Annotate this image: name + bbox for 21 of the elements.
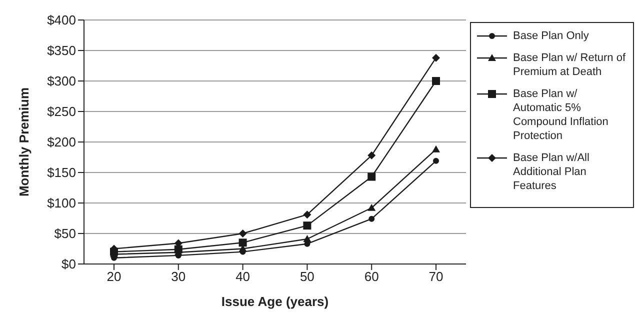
legend-label: Base Plan w/All Additional Plan Features xyxy=(513,151,590,193)
y-tick-label: $250 xyxy=(47,104,76,120)
x-tick-label: 70 xyxy=(428,269,444,284)
y-tick-label: $0 xyxy=(62,256,76,272)
x-tick-label: 20 xyxy=(106,269,122,284)
legend-label: Base Plan Only xyxy=(513,29,589,43)
y-tick-label: $150 xyxy=(47,165,76,180)
y-tick-label: $350 xyxy=(47,43,76,58)
y-tick-label: $400 xyxy=(47,12,76,28)
legend-label: Base Plan w/ Automatic 5% Compound Inflation Protection xyxy=(513,87,610,143)
x-axis-title: Issue Age (years) xyxy=(221,294,329,309)
legend-label: Base Plan w/ Return of Premium at Death xyxy=(513,51,627,79)
y-tick-label: $200 xyxy=(47,134,76,150)
x-tick-label: 60 xyxy=(364,269,379,284)
y-tick-label: $300 xyxy=(47,74,76,89)
x-tick-label: 50 xyxy=(300,269,314,284)
y-tick-label: $100 xyxy=(47,196,76,211)
x-tick-label: 30 xyxy=(171,269,186,284)
y-tick-label: $50 xyxy=(54,226,76,242)
x-tick-label: 40 xyxy=(236,269,250,284)
y-axis-title: Monthly Premium xyxy=(16,87,32,197)
